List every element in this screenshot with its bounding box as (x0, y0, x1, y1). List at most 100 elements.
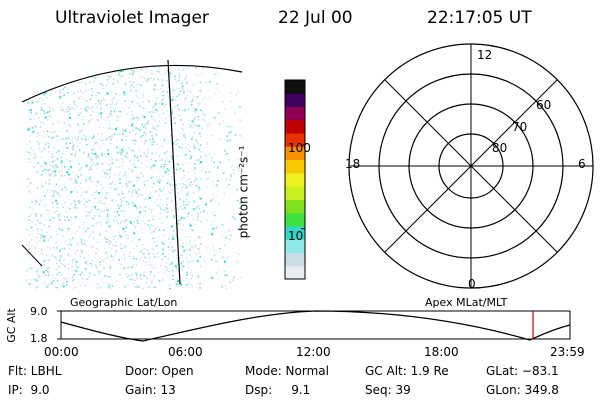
speckle (56, 202, 58, 204)
speckle (150, 77, 153, 79)
speckle (69, 63, 70, 64)
speckle (159, 213, 161, 215)
speckle (133, 163, 136, 165)
speckle (51, 254, 54, 257)
speckle (153, 128, 156, 130)
speckle (95, 265, 98, 268)
speckle (193, 239, 196, 242)
speckle (66, 108, 68, 110)
speckle (145, 141, 148, 143)
speckle (49, 247, 51, 249)
speckle (36, 233, 39, 235)
altitude-plot-frame (60, 310, 571, 340)
speckle (167, 179, 169, 181)
speckle (193, 144, 195, 146)
speckle (149, 274, 151, 276)
speckle (202, 209, 205, 212)
speckle (171, 274, 174, 276)
speckle (80, 194, 82, 196)
speckle (165, 117, 167, 120)
speckle (137, 222, 139, 224)
speckle (29, 251, 31, 254)
speckle (85, 201, 87, 203)
speckle (52, 153, 54, 155)
speckle (66, 281, 68, 283)
speckle (38, 117, 40, 119)
speckle (123, 200, 125, 202)
altitude-axis-label: GC Alt (4, 308, 18, 343)
speckle (164, 163, 166, 165)
speckle (178, 145, 180, 147)
speckle (154, 62, 155, 63)
speckle (103, 281, 105, 284)
speckle (130, 278, 133, 281)
speckle (99, 261, 101, 263)
speckle (145, 154, 148, 157)
speckle (194, 163, 196, 165)
speckle (63, 183, 65, 185)
speckle (67, 173, 70, 176)
speckle (163, 138, 166, 141)
speckle (72, 171, 74, 174)
speckle (39, 150, 41, 152)
colorbar-tick-10: 10 (288, 229, 304, 243)
speckle (80, 250, 83, 252)
speckle (65, 186, 67, 189)
speckle (56, 192, 59, 195)
polar-mlat-mlt-plot (348, 43, 594, 289)
speckle (30, 214, 32, 216)
speckle (175, 144, 178, 146)
speckle (176, 88, 178, 90)
speckle (203, 99, 205, 101)
speckle (36, 281, 38, 284)
speckle (36, 236, 38, 238)
speckle (61, 153, 63, 155)
speckle (116, 65, 118, 67)
speckle (171, 209, 174, 212)
speckle (185, 236, 187, 238)
speckle (199, 197, 202, 200)
speckle (157, 279, 159, 281)
speckle (179, 90, 182, 92)
speckle (151, 219, 153, 221)
altitude-time-plot (57, 310, 571, 342)
speckle (105, 192, 107, 194)
speckle (28, 283, 30, 285)
speckle (135, 89, 138, 92)
speckle (52, 73, 54, 75)
speckle (29, 141, 31, 143)
speckle (62, 235, 64, 237)
speckle (56, 247, 58, 249)
speckle (88, 276, 90, 278)
speckle (213, 184, 215, 187)
speckle (192, 208, 195, 210)
speckle (151, 115, 153, 117)
speckle (191, 184, 193, 186)
speckle (45, 76, 48, 79)
speckle (153, 267, 156, 270)
speckle (197, 116, 199, 118)
speckle (85, 65, 88, 67)
speckle (165, 211, 168, 213)
speckle (34, 125, 37, 128)
speckle (158, 194, 160, 196)
speckle (116, 159, 118, 161)
speckle (182, 169, 185, 172)
speckle (142, 209, 144, 211)
speckle (145, 261, 147, 264)
speckle (132, 255, 134, 258)
speckle (40, 107, 43, 109)
speckle (176, 257, 178, 259)
speckle (146, 282, 148, 284)
speckle (57, 65, 60, 67)
speckle (114, 216, 117, 218)
speckle (80, 239, 83, 241)
speckle (224, 150, 226, 152)
speckle (233, 172, 235, 174)
speckle (45, 219, 47, 221)
speckle (131, 240, 133, 242)
speckle (65, 146, 68, 149)
speckle (78, 199, 81, 202)
speckle (122, 185, 124, 187)
